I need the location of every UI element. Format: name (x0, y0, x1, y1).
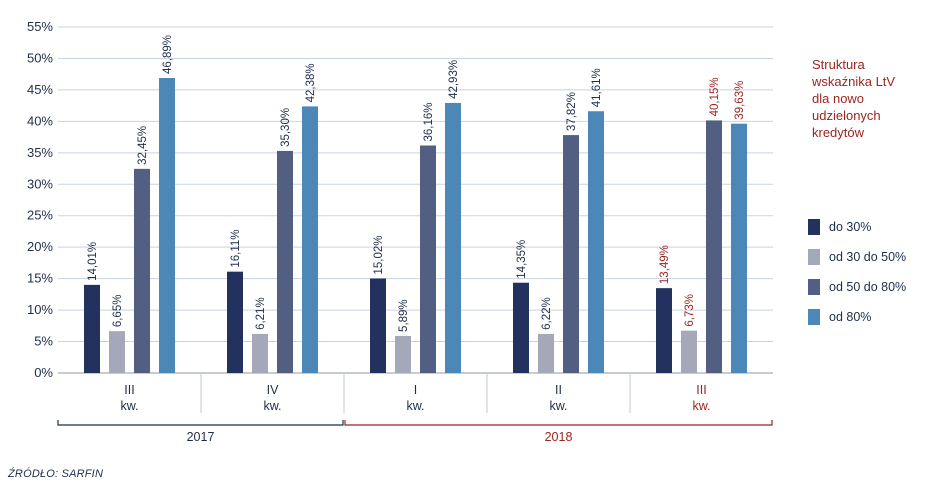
source-note: ŹRÓDŁO: SARFIN (8, 468, 104, 480)
data-label: 36,16% (423, 103, 435, 142)
legend-title-line: wskaźnika LtV (812, 74, 896, 89)
bar (445, 102, 461, 373)
legend-title-line: dla nowo (812, 91, 865, 106)
data-label: 6,73% (684, 294, 696, 327)
bar (302, 106, 318, 374)
x-tick-label: I (414, 383, 417, 397)
y-tick-label: 25% (27, 208, 53, 223)
bar (420, 145, 436, 373)
legend-title-line: Struktura (812, 57, 865, 72)
data-label: 14,35% (516, 240, 528, 279)
legend-title-line: udzielonych (812, 108, 881, 123)
legend-swatch (808, 219, 820, 235)
data-label: 42,93% (448, 60, 460, 99)
bar (588, 111, 604, 373)
year-label: 2017 (187, 430, 215, 444)
legend: do 30% od 30 do 50% od 50 do 80% od 80% (808, 218, 906, 338)
legend-title-line: kredytów (812, 125, 865, 140)
bar (370, 278, 386, 373)
y-tick-label: 0% (34, 365, 53, 380)
x-tick-label: III (124, 383, 134, 397)
bar (656, 288, 672, 373)
y-tick-label: 35% (27, 145, 53, 160)
bar (706, 120, 722, 373)
y-tick-label: 55% (27, 19, 53, 34)
legend-item: od 50 do 80% (808, 278, 906, 296)
legend-item: do 30% (808, 218, 906, 236)
data-label: 13,49% (659, 245, 671, 284)
y-tick-label: 15% (27, 271, 53, 286)
x-tick-label: kw. (549, 399, 567, 413)
bar (109, 331, 125, 373)
legend-label: od 80% (829, 310, 872, 324)
data-label: 5,89% (398, 299, 410, 332)
legend-label: od 30 do 50% (829, 250, 907, 264)
year-bracket (344, 420, 773, 426)
data-label: 35,30% (280, 108, 292, 147)
bar (563, 135, 579, 373)
bar (513, 282, 529, 373)
legend-swatch (808, 309, 820, 325)
data-label: 15,02% (373, 235, 385, 274)
y-tick-label: 10% (27, 302, 53, 317)
data-label: 16,11% (230, 229, 242, 267)
bar (84, 284, 100, 373)
legend-item: od 80% (808, 308, 906, 326)
bar (159, 78, 175, 373)
data-label: 41,61% (591, 68, 603, 107)
data-label: 14,01% (87, 242, 99, 281)
bar (538, 333, 554, 373)
bar (681, 330, 697, 373)
y-tick-label: 5% (34, 334, 53, 349)
legend-label: do 30% (829, 220, 872, 234)
x-tick-label: kw. (692, 399, 710, 413)
data-label: 40,15% (709, 77, 721, 116)
data-label: 42,38% (305, 63, 317, 102)
data-label: 6,21% (255, 297, 267, 330)
x-tick-label: III (696, 383, 706, 397)
x-tick-label: kw. (263, 399, 281, 413)
x-tick-label: kw. (406, 399, 424, 413)
y-tick-label: 30% (27, 176, 53, 191)
bar (731, 123, 747, 373)
year-bracket (57, 420, 344, 426)
data-label: 46,89% (162, 35, 174, 74)
bar (227, 271, 243, 373)
bar (134, 168, 150, 373)
data-label: 39,63% (734, 81, 746, 120)
x-tick-label: IV (267, 383, 279, 397)
bar (252, 333, 268, 373)
legend-label: od 50 do 80% (829, 280, 907, 294)
bar (277, 150, 293, 373)
data-label: 37,82% (566, 92, 578, 131)
y-tick-label: 45% (27, 82, 53, 97)
bar (395, 335, 411, 373)
y-tick-label: 40% (27, 113, 53, 128)
x-tick-label: kw. (120, 399, 138, 413)
data-label: 32,45% (137, 126, 149, 165)
y-tick-label: 20% (27, 239, 53, 254)
legend-swatch (808, 279, 820, 295)
x-tick-label: II (555, 383, 562, 397)
y-tick-label: 50% (27, 50, 53, 65)
legend-item: od 30 do 50% (808, 248, 906, 266)
legend-swatch (808, 249, 820, 265)
legend-title: Struktura wskaźnika LtV dla nowo udzielo… (812, 56, 940, 141)
year-label: 2018 (545, 430, 573, 444)
data-label: 6,22% (541, 297, 553, 330)
data-label: 6,65% (112, 295, 124, 328)
